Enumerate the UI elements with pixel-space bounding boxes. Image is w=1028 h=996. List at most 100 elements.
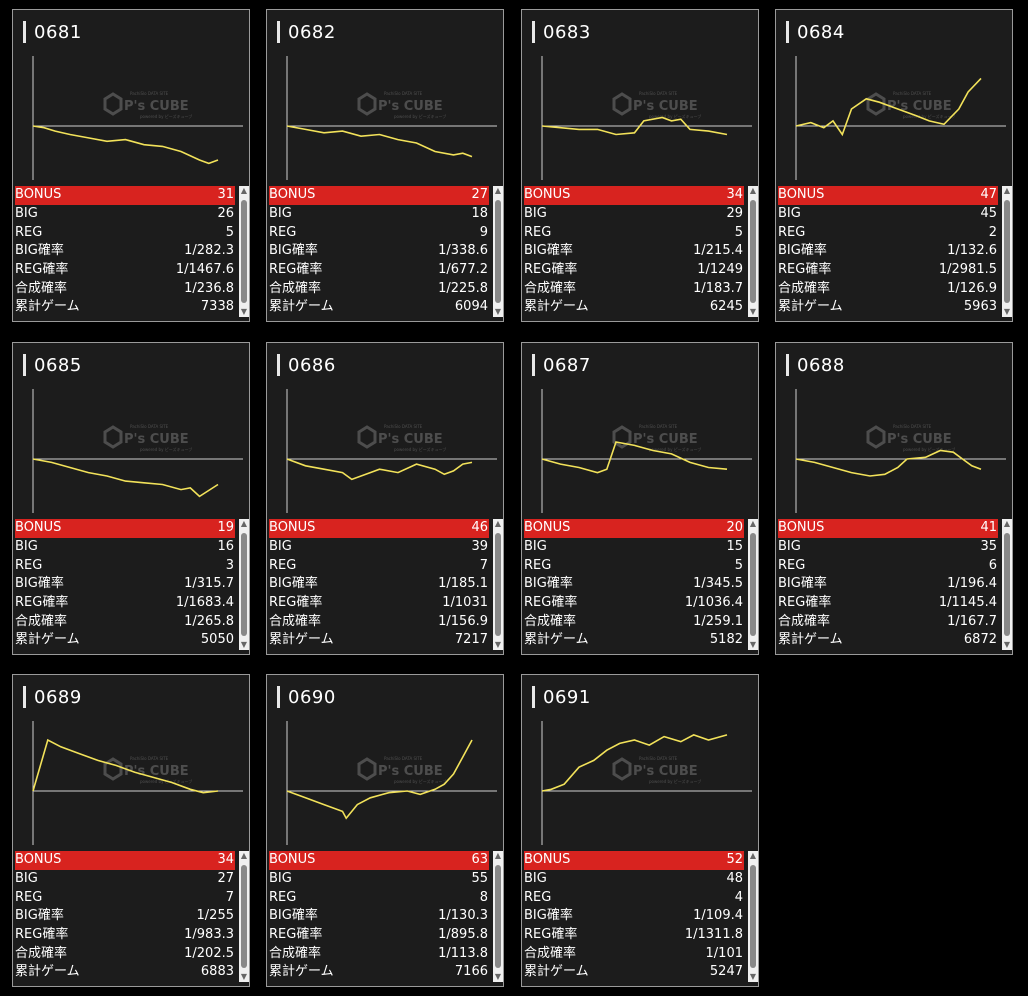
stats-scrollbar[interactable]: ▲ ▼ — [493, 186, 503, 317]
scroll-down-arrow-icon[interactable]: ▼ — [1003, 307, 1011, 316]
stat-label: REG確率 — [269, 262, 323, 278]
stat-row: 累計ゲーム 6245 — [524, 298, 744, 317]
stat-value: 1/183.7 — [693, 280, 743, 296]
stat-label: 累計ゲーム — [269, 632, 334, 648]
scroll-down-arrow-icon[interactable]: ▼ — [494, 640, 502, 649]
scroll-down-arrow-icon[interactable]: ▼ — [749, 640, 757, 649]
stat-row: 累計ゲーム 5182 — [524, 631, 744, 650]
machine-title: 0681 — [23, 19, 82, 45]
stat-label: REG確率 — [778, 262, 832, 278]
watermark-top: PachiSlo DATA SITE — [893, 424, 932, 429]
stat-row: BIG 29 — [524, 205, 744, 224]
scroll-down-arrow-icon[interactable]: ▼ — [1003, 640, 1011, 649]
stat-row: BIG 45 — [778, 205, 998, 224]
stat-label: REG — [778, 557, 806, 573]
title-marker — [532, 354, 535, 376]
machine-card[interactable]: 0689 P's CUBE PachiSlo DATA SITE powered by… — [12, 674, 250, 987]
scroll-thumb[interactable] — [1004, 200, 1010, 303]
stat-label: 累計ゲーム — [524, 964, 589, 980]
watermark-top: PachiSlo DATA SITE — [639, 756, 678, 761]
bonus-row: BONUS 41 — [778, 519, 998, 538]
stat-value: 1/1031 — [442, 595, 488, 611]
scroll-up-arrow-icon[interactable]: ▲ — [1003, 519, 1011, 528]
scroll-up-arrow-icon[interactable]: ▲ — [494, 186, 502, 195]
machine-card[interactable]: 0684 P's CUBE PachiSlo DATA SITE powered by… — [775, 9, 1013, 322]
stat-value: 34 — [217, 852, 234, 868]
stat-row: REG 5 — [524, 556, 744, 575]
scroll-down-arrow-icon[interactable]: ▼ — [494, 972, 502, 981]
stat-value: 41 — [980, 520, 997, 536]
stat-row: 累計ゲーム 5963 — [778, 298, 998, 317]
stat-row: REG確率 1/2981.5 — [778, 261, 998, 280]
machine-card[interactable]: 0685 P's CUBE PachiSlo DATA SITE powered by… — [12, 342, 250, 655]
machine-title: 0687 — [532, 352, 591, 378]
machine-card[interactable]: 0691 P's CUBE PachiSlo DATA SITE powered by… — [521, 674, 759, 987]
scroll-down-arrow-icon[interactable]: ▼ — [749, 307, 757, 316]
scroll-down-arrow-icon[interactable]: ▼ — [240, 307, 248, 316]
slump-graph: P's CUBE PachiSlo DATA SITE powered by ピーズ… — [795, 56, 1006, 180]
scroll-thumb[interactable] — [241, 533, 247, 636]
stat-label: BIG — [269, 206, 292, 222]
stat-label: BIG — [15, 539, 38, 555]
stats-scrollbar[interactable]: ▲ ▼ — [239, 851, 249, 982]
cube-icon — [103, 425, 123, 449]
stat-label: REG — [778, 224, 806, 240]
scroll-thumb[interactable] — [750, 200, 756, 303]
scroll-up-arrow-icon[interactable]: ▲ — [749, 519, 757, 528]
scroll-down-arrow-icon[interactable]: ▼ — [240, 972, 248, 981]
stats-scrollbar[interactable]: ▲ ▼ — [239, 519, 249, 650]
machine-card[interactable]: 0683 P's CUBE PachiSlo DATA SITE powered by… — [521, 9, 759, 322]
scroll-up-arrow-icon[interactable]: ▲ — [749, 186, 757, 195]
scroll-down-arrow-icon[interactable]: ▼ — [494, 307, 502, 316]
scroll-up-arrow-icon[interactable]: ▲ — [240, 186, 248, 195]
stat-label: BIG — [524, 539, 547, 555]
machine-title: 0686 — [277, 352, 336, 378]
stats-scrollbar[interactable]: ▲ ▼ — [493, 851, 503, 982]
machine-card[interactable]: 0690 P's CUBE PachiSlo DATA SITE powered by… — [266, 674, 504, 987]
stat-label: REG確率 — [269, 595, 323, 611]
scroll-thumb[interactable] — [495, 200, 501, 303]
machine-title: 0690 — [277, 684, 336, 710]
scroll-thumb[interactable] — [241, 865, 247, 968]
title-marker — [23, 21, 26, 43]
stat-label: BIG — [269, 539, 292, 555]
watermark-sub: powered by ピーズキューブ — [394, 446, 446, 452]
watermark-sub: powered by ピーズキューブ — [649, 778, 701, 784]
scroll-up-arrow-icon[interactable]: ▲ — [749, 851, 757, 860]
pscube-watermark-logo: P's CUBE PachiSlo DATA SITE powered by ピーズ… — [357, 424, 446, 452]
stat-label: BIG確率 — [15, 908, 64, 924]
scroll-down-arrow-icon[interactable]: ▼ — [749, 972, 757, 981]
scroll-thumb[interactable] — [495, 533, 501, 636]
scroll-up-arrow-icon[interactable]: ▲ — [494, 851, 502, 860]
machine-card[interactable]: 0682 P's CUBE PachiSlo DATA SITE powered by… — [266, 9, 504, 322]
machine-card[interactable]: 0681 P's CUBE PachiSlo DATA SITE powered by… — [12, 9, 250, 322]
machine-card[interactable]: 0686 P's CUBE PachiSlo DATA SITE powered by… — [266, 342, 504, 655]
scroll-up-arrow-icon[interactable]: ▲ — [1003, 186, 1011, 195]
scroll-up-arrow-icon[interactable]: ▲ — [240, 519, 248, 528]
stats-scrollbar[interactable]: ▲ ▼ — [239, 186, 249, 317]
scroll-up-arrow-icon[interactable]: ▲ — [240, 851, 248, 860]
stats-scrollbar[interactable]: ▲ ▼ — [748, 519, 758, 650]
stat-row: BIG 48 — [524, 870, 744, 889]
stats-scrollbar[interactable]: ▲ ▼ — [748, 186, 758, 317]
stat-label: 合成確率 — [524, 280, 577, 296]
scroll-thumb[interactable] — [495, 865, 501, 968]
scroll-thumb[interactable] — [750, 533, 756, 636]
stat-row: BIG確率 1/315.7 — [15, 575, 235, 594]
bonus-row: BONUS 46 — [269, 519, 489, 538]
stat-label: BIG確率 — [524, 908, 573, 924]
stats-scrollbar[interactable]: ▲ ▼ — [748, 851, 758, 982]
scroll-thumb[interactable] — [750, 865, 756, 968]
stats-table: BONUS 34 BIG 29 REG 5 BIG確率 1/215.4 REG確率 1/1249 合… — [524, 186, 744, 317]
pscube-watermark-logo: P's CUBE PachiSlo DATA SITE powered by ピーズ… — [612, 756, 701, 784]
scroll-thumb[interactable] — [241, 200, 247, 303]
scroll-up-arrow-icon[interactable]: ▲ — [494, 519, 502, 528]
scroll-down-arrow-icon[interactable]: ▼ — [240, 640, 248, 649]
stat-value: 39 — [471, 539, 488, 555]
machine-card[interactable]: 0687 P's CUBE PachiSlo DATA SITE powered by… — [521, 342, 759, 655]
stats-scrollbar[interactable]: ▲ ▼ — [1002, 519, 1012, 650]
stats-scrollbar[interactable]: ▲ ▼ — [1002, 186, 1012, 317]
machine-card[interactable]: 0688 P's CUBE PachiSlo DATA SITE powered by… — [775, 342, 1013, 655]
scroll-thumb[interactable] — [1004, 533, 1010, 636]
stats-scrollbar[interactable]: ▲ ▼ — [493, 519, 503, 650]
